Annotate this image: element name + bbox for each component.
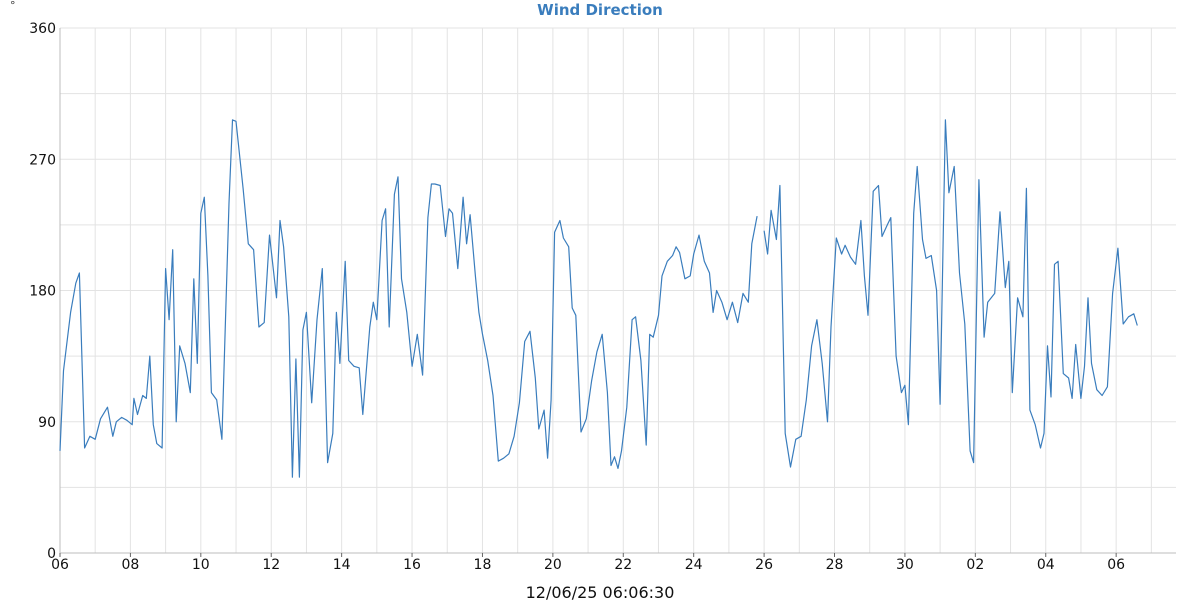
x-axis-label: 12/06/25 06:06:30: [526, 583, 675, 600]
y-tick-label: 0: [47, 546, 56, 562]
x-tick-label: 28: [826, 557, 844, 573]
y-tick-labels: 0 90 180 270 360: [29, 21, 56, 562]
grid-layer: [60, 27, 1176, 553]
chart-title: Wind Direction: [537, 1, 663, 19]
x-tick-label: 12: [262, 557, 280, 573]
series-line-segment: [59, 119, 758, 478]
x-tick-label: 20: [544, 557, 562, 573]
series-layer: [59, 119, 1138, 478]
x-tick-label: 04: [1037, 557, 1055, 573]
x-tick-label: 24: [685, 557, 703, 573]
y-tick-label: 180: [29, 284, 56, 300]
x-tick-label: 18: [474, 557, 492, 573]
x-tick-label: 06: [51, 557, 69, 573]
x-tick-label: 22: [614, 557, 632, 573]
series-line-segment: [763, 119, 1138, 468]
x-tick-labels: 06 08 10 12 14 16 18 20 22 24 26 28 30 02 04 06: [51, 553, 1125, 573]
x-tick-label: 30: [896, 557, 914, 573]
x-tick-label: 06: [1107, 557, 1125, 573]
x-tick-label: 02: [966, 557, 984, 573]
y-tick-label: 270: [29, 152, 56, 168]
x-tick-label: 08: [121, 557, 139, 573]
x-tick-label: 14: [333, 557, 351, 573]
axis-layer: [59, 28, 1176, 554]
y-tick-label: 90: [38, 415, 56, 431]
y-tick-label: 360: [29, 21, 56, 37]
x-tick-label: 16: [403, 557, 421, 573]
x-tick-label: 26: [755, 557, 773, 573]
y-unit-label: °: [10, 0, 16, 12]
x-tick-label: 10: [192, 557, 210, 573]
